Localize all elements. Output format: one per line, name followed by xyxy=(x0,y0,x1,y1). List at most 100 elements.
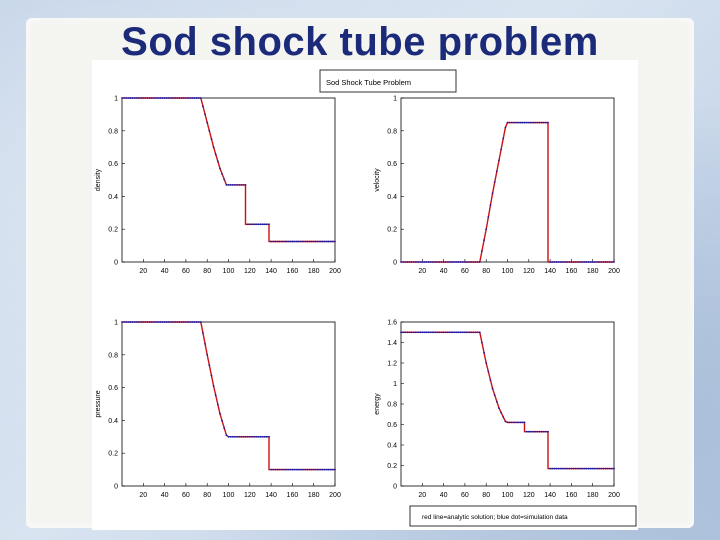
simulation-point xyxy=(487,370,490,373)
x-tick-label: 20 xyxy=(418,268,426,275)
simulation-point xyxy=(138,321,140,323)
x-tick-label: 200 xyxy=(329,268,341,275)
simulation-point xyxy=(417,331,419,334)
simulation-point xyxy=(447,261,449,263)
simulation-point xyxy=(593,261,596,263)
simulation-point xyxy=(189,321,192,323)
simulation-point xyxy=(227,435,230,438)
simulation-point xyxy=(515,421,517,424)
simulation-point xyxy=(611,467,613,470)
simulation-point xyxy=(293,468,296,471)
simulation-point xyxy=(536,121,539,124)
simulation-point xyxy=(476,331,479,334)
simulation-point xyxy=(268,223,270,226)
simulation-point xyxy=(229,184,232,186)
simulation-point xyxy=(180,321,183,323)
simulation-point xyxy=(161,97,164,99)
simulation-point xyxy=(334,468,336,471)
simulation-point xyxy=(557,261,560,263)
simulation-point xyxy=(461,261,464,263)
simulation-point xyxy=(246,435,249,438)
simulation-point xyxy=(604,261,607,263)
simulation-point xyxy=(231,184,234,186)
simulation-point xyxy=(562,261,564,263)
simulation-point xyxy=(199,321,202,323)
simulation-point xyxy=(238,184,241,186)
x-tick-label: 120 xyxy=(244,268,256,275)
simulation-point xyxy=(574,467,577,470)
simulation-point xyxy=(202,332,204,334)
simulation-point xyxy=(242,435,245,438)
simulation-point xyxy=(159,97,162,99)
simulation-point xyxy=(323,468,326,471)
simulation-point xyxy=(265,435,268,438)
simulation-point xyxy=(221,420,224,422)
subplot-energy: 20 40 60 80 100 120 140 160 180 200 0 0.2 0.4 0.6 0.8 1… xyxy=(374,320,620,500)
simulation-point xyxy=(163,97,166,99)
simulation-point xyxy=(280,240,283,243)
simulation-point xyxy=(293,240,296,243)
simulation-point xyxy=(423,261,426,263)
y-tick-label: 1.2 xyxy=(387,361,397,368)
simulation-point xyxy=(285,240,287,243)
simulation-point xyxy=(538,121,541,124)
simulation-point xyxy=(527,430,530,433)
simulation-point xyxy=(485,228,488,231)
simulation-point xyxy=(553,467,556,470)
simulation-point xyxy=(136,321,138,323)
simulation-point xyxy=(423,331,426,334)
simulation-point xyxy=(410,261,413,263)
y-tick-label: 0.2 xyxy=(387,227,397,234)
simulation-point xyxy=(129,321,132,323)
simulation-point xyxy=(274,240,277,243)
simulation-point xyxy=(510,121,513,124)
simulation-point xyxy=(442,261,445,263)
simulation-point xyxy=(329,240,332,243)
simulation-point xyxy=(427,331,430,334)
simulation-point xyxy=(255,435,258,438)
simulation-point xyxy=(187,321,189,323)
simulation-point xyxy=(300,240,302,243)
simulation-point xyxy=(468,331,471,334)
y-axis-label-velocity: velocity xyxy=(374,168,381,192)
simulation-point xyxy=(542,121,545,124)
simulation-point xyxy=(148,321,151,323)
simulation-point xyxy=(253,223,256,226)
simulation-point xyxy=(566,467,568,470)
simulation-point xyxy=(421,331,424,334)
simulation-point xyxy=(227,184,230,186)
simulation-point xyxy=(481,250,483,253)
simulation-point xyxy=(223,178,226,181)
simulation-point xyxy=(402,261,404,263)
simulation-point xyxy=(178,97,181,99)
simulation-point xyxy=(140,321,143,323)
simulation-point xyxy=(265,223,268,226)
simulation-point xyxy=(496,400,498,403)
simulation-point xyxy=(489,204,492,207)
simulation-point xyxy=(587,261,590,263)
y-tick-label: 0.6 xyxy=(387,422,397,429)
simulation-point xyxy=(248,435,251,438)
figure-title: Sod Shock Tube Problem xyxy=(326,78,411,87)
simulation-point xyxy=(231,435,234,438)
y-tick-label: 0.8 xyxy=(387,402,397,409)
figure-svg: Sod Shock Tube Problem red line=analytic… xyxy=(95,69,637,527)
simulation-point xyxy=(208,364,211,367)
simulation-point xyxy=(125,97,128,99)
simulation-point xyxy=(583,261,586,263)
simulation-point xyxy=(240,435,243,438)
simulation-point xyxy=(400,261,402,263)
simulation-point xyxy=(472,261,475,263)
simulation-point xyxy=(248,223,251,226)
simulation-point xyxy=(412,261,415,263)
simulation-point xyxy=(449,261,451,263)
simulation-point xyxy=(189,97,192,99)
simulation-point xyxy=(453,331,456,334)
simulation-point xyxy=(251,223,253,226)
y-tick-label: 0.4 xyxy=(108,418,118,425)
axes-frame-density xyxy=(121,97,336,263)
simulation-point xyxy=(510,421,513,424)
simulation-point xyxy=(287,240,289,243)
simulation-point xyxy=(468,261,471,263)
simulation-point xyxy=(572,261,575,263)
